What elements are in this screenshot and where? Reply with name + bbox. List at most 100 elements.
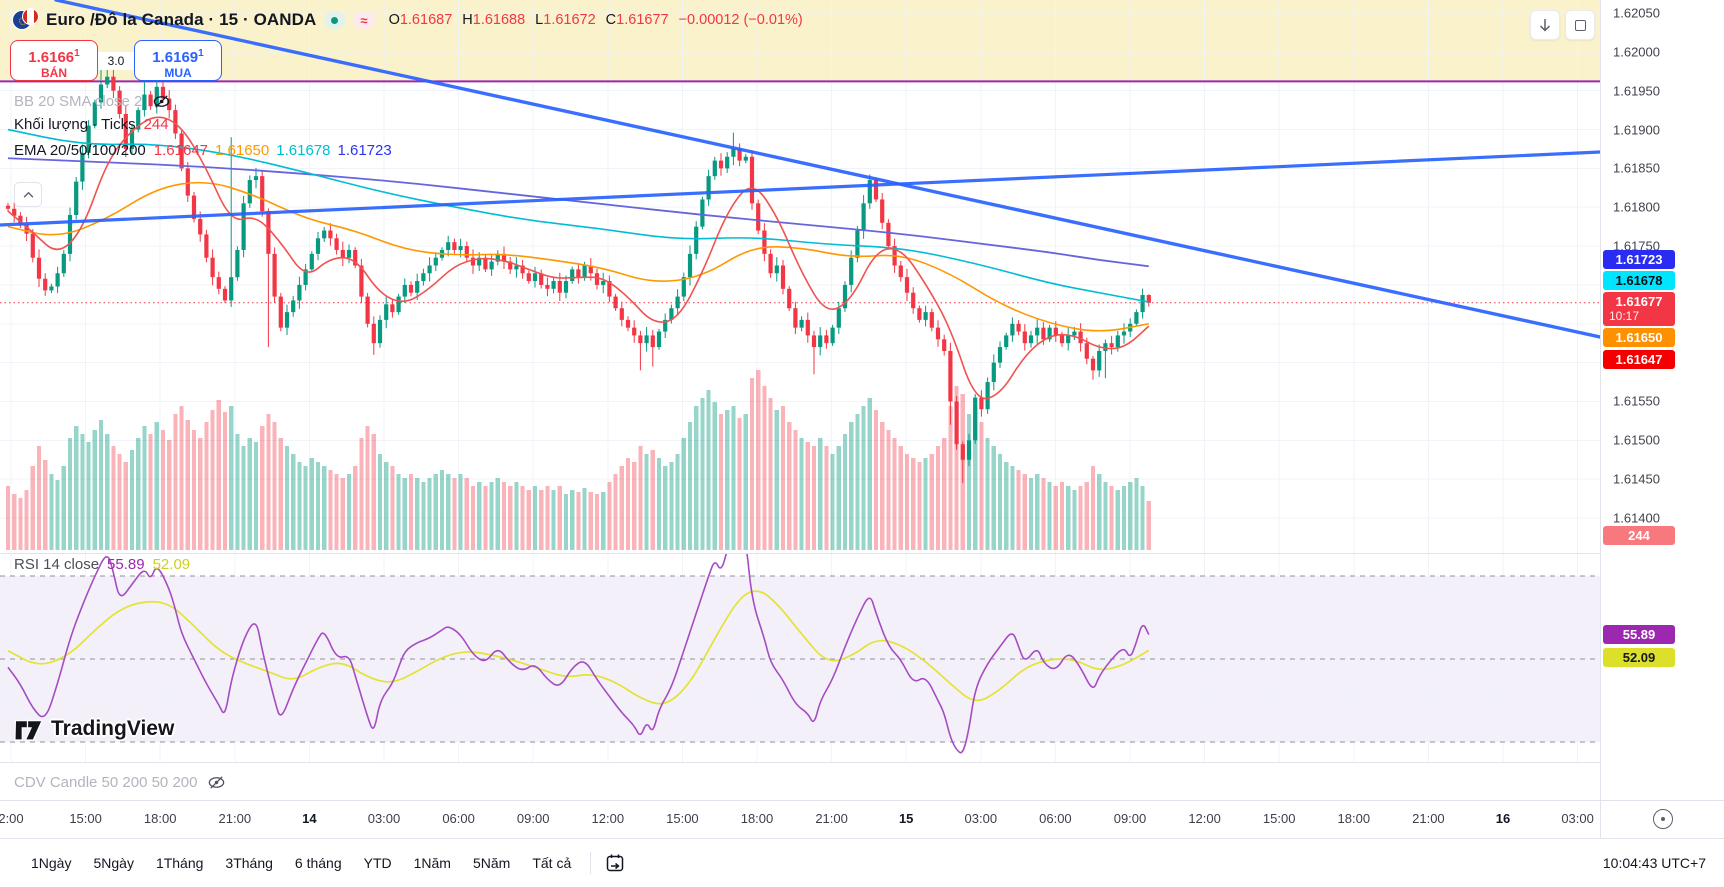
goto-date-button[interactable] bbox=[601, 849, 629, 877]
range-button-3tháng[interactable]: 3Tháng bbox=[225, 855, 273, 871]
maximize-pane-button[interactable] bbox=[1565, 10, 1595, 40]
volume-label: Khối lượng · Ticks bbox=[14, 116, 136, 133]
countdown-timer: 10:17 bbox=[1609, 309, 1640, 323]
currency-pair-icon bbox=[12, 8, 39, 32]
approx-price-icon[interactable]: ≈ bbox=[353, 11, 375, 29]
price-label-1.61677: 1.61677 10:17 bbox=[1603, 292, 1675, 326]
ohlc-readout: O1.61687 H1.61688 L1.61672 C1.61677 −0.0… bbox=[388, 12, 803, 28]
price-label-55.89: 55.89 bbox=[1603, 625, 1675, 644]
range-button-tất-cả[interactable]: Tất cả bbox=[532, 855, 572, 871]
symbol-header: Euro /Đô la Canada · 15 · OANDA ≈ O1.616… bbox=[12, 8, 803, 32]
current-time-clock[interactable]: 10:04:43 UTC+7 bbox=[1602, 855, 1706, 871]
pane-separator[interactable] bbox=[0, 762, 1724, 763]
cdv-label: CDV Candle 50 200 50 200 bbox=[14, 773, 198, 791]
rsi-line bbox=[7, 553, 1150, 754]
pane-corner-buttons bbox=[1530, 10, 1595, 40]
trendline-1[interactable] bbox=[0, 150, 1600, 227]
time-axis[interactable]: 2:00 15:00 18:00 21:00 14 03:00 06:00 09:00 12:0… bbox=[0, 800, 1600, 838]
candlestick-layer bbox=[5, 62, 1151, 484]
time-tick: 16 bbox=[1495, 811, 1511, 826]
scroll-down-button[interactable] bbox=[1530, 10, 1560, 40]
tradingview-wordmark: TradingView bbox=[51, 717, 175, 740]
maximize-icon bbox=[1574, 19, 1586, 31]
price-tick: 1.61800 bbox=[1613, 199, 1660, 215]
bb-label: BB 20 SMA close 2 bbox=[14, 92, 143, 110]
market-open-dot-icon bbox=[331, 16, 339, 24]
time-axis-corner bbox=[1600, 800, 1724, 838]
highlight-zone bbox=[0, 0, 1600, 82]
market-open-indicator[interactable] bbox=[324, 11, 346, 29]
range-button-6-tháng[interactable]: 6 tháng bbox=[294, 855, 342, 871]
time-tick: 06:00 bbox=[442, 811, 475, 826]
time-tick: 15:00 bbox=[1262, 811, 1296, 826]
time-tick: 14 bbox=[302, 811, 317, 826]
time-tick: 09:00 bbox=[1113, 811, 1147, 826]
legend-volume[interactable]: Khối lượng · Ticks 244 bbox=[14, 116, 169, 133]
rsi-ma-line bbox=[7, 590, 1150, 705]
time-tick: 18:00 bbox=[143, 811, 177, 826]
range-button-5năm[interactable]: 5Năm bbox=[472, 855, 511, 871]
rsi-grid bbox=[0, 553, 1600, 762]
ema-value-3: 1.61723 bbox=[337, 142, 392, 159]
spread-value: 3.0 bbox=[98, 51, 134, 70]
time-tick: 12:00 bbox=[1188, 811, 1221, 826]
legend-collapse-button[interactable] bbox=[14, 182, 42, 207]
price-tick: 1.61900 bbox=[1613, 122, 1660, 138]
time-tick: 18:00 bbox=[740, 811, 774, 826]
price-tick: 1.61400 bbox=[1613, 510, 1660, 526]
rsi-pane[interactable] bbox=[0, 553, 1600, 762]
range-button-1tháng[interactable]: 1Tháng bbox=[155, 855, 204, 871]
ema50-line bbox=[7, 181, 1149, 332]
time-tick: 06:00 bbox=[1039, 811, 1072, 826]
eye-hidden-icon[interactable] bbox=[205, 771, 227, 793]
price-tick: 1.61550 bbox=[1613, 393, 1660, 409]
time-tick: 03:00 bbox=[964, 811, 998, 826]
ema-label: EMA 20/50/100/200 bbox=[14, 142, 146, 159]
time-tick: 03:00 bbox=[1561, 811, 1594, 826]
price-tick: 1.62000 bbox=[1613, 44, 1660, 60]
price-label-244: 244 bbox=[1603, 526, 1675, 545]
cdv-indicator-pane: CDV Candle 50 200 50 200 bbox=[0, 763, 1600, 800]
legend-ema[interactable]: EMA 20/50/100/200 1.61647 1.61650 1.61678 1… bbox=[14, 142, 399, 159]
rsi-ma-value: 52.09 bbox=[152, 556, 191, 573]
ema-lines-layer bbox=[7, 116, 1150, 400]
price-tick: 1.62050 bbox=[1613, 5, 1660, 21]
time-tick: 15 bbox=[898, 811, 914, 826]
volume-value: 244 bbox=[143, 116, 169, 133]
ohlc-close: 1.61677 bbox=[616, 12, 669, 28]
trendline-2[interactable] bbox=[54, 0, 1600, 339]
trade-buttons: 1.61661 BÁN 3.0 1.61691 MUA bbox=[10, 40, 222, 81]
ema20-line bbox=[7, 116, 1150, 400]
time-tick: 21:00 bbox=[218, 811, 252, 826]
buy-label: MUA bbox=[164, 66, 192, 80]
buy-button[interactable]: 1.61691 MUA bbox=[134, 40, 222, 81]
main-chart-pane[interactable] bbox=[0, 0, 1600, 553]
legend-bollinger[interactable]: BB 20 SMA close 2 bbox=[14, 90, 172, 112]
range-button-1ngày[interactable]: 1Ngày bbox=[31, 855, 72, 871]
range-button-5ngày[interactable]: 5Ngày bbox=[93, 855, 134, 871]
time-tick: 18:00 bbox=[1337, 811, 1371, 826]
rsi-label: RSI 14 close bbox=[14, 556, 100, 573]
range-button-ytd[interactable]: YTD bbox=[363, 855, 392, 871]
legend-rsi[interactable]: RSI 14 close 55.89 52.09 bbox=[14, 556, 190, 573]
sell-button[interactable]: 1.61661 BÁN bbox=[10, 40, 98, 81]
toolbar-divider bbox=[590, 852, 592, 874]
tradingview-logo[interactable]: TradingView bbox=[14, 716, 174, 742]
ema-value-1: 1.61650 bbox=[215, 142, 270, 159]
grid-layer bbox=[0, 0, 1600, 553]
price-tick: 1.61950 bbox=[1613, 83, 1660, 99]
legend-cdv[interactable]: CDV Candle 50 200 50 200 bbox=[14, 771, 227, 793]
pane-separator[interactable] bbox=[0, 553, 1724, 554]
range-button-1năm[interactable]: 1Năm bbox=[413, 855, 451, 871]
price-label-1.61678: 1.61678 bbox=[1603, 271, 1675, 290]
price-tick: 1.61450 bbox=[1613, 471, 1660, 487]
ohlc-low: 1.61672 bbox=[543, 12, 596, 28]
price-label-52.09: 52.09 bbox=[1603, 648, 1675, 667]
symbol-title[interactable]: Euro /Đô la Canada · 15 · OANDA bbox=[46, 10, 317, 29]
price-tick: 1.61850 bbox=[1613, 160, 1660, 176]
eye-hidden-icon[interactable] bbox=[150, 90, 172, 112]
timezone-clock-icon[interactable] bbox=[1653, 809, 1673, 829]
price-axis[interactable]: 1.62050 1.62000 1.61950 1.61900 1.61850 1.618… bbox=[1600, 0, 1724, 800]
price-tick: 1.61750 bbox=[1613, 238, 1660, 254]
buy-price: 1.61691 bbox=[152, 48, 204, 66]
